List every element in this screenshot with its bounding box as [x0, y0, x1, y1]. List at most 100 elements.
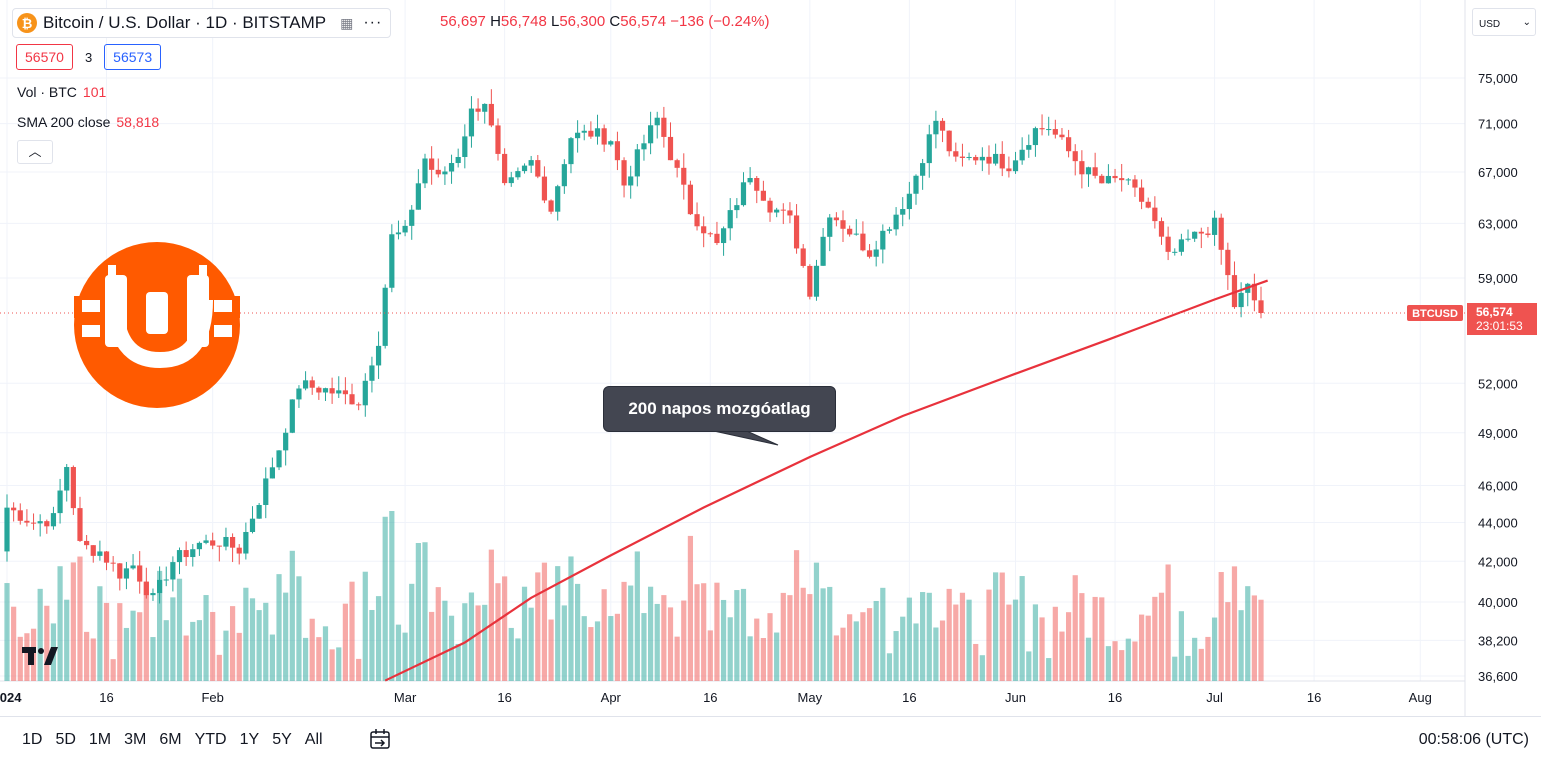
utc-clock[interactable]: 00:58:06 (UTC): [1418, 731, 1529, 748]
candle-body: [236, 547, 242, 554]
volume-bar: [349, 581, 355, 681]
range-6m[interactable]: 6M: [159, 731, 182, 748]
candle-body: [959, 156, 966, 158]
more-icon[interactable]: ···: [363, 14, 383, 31]
candle-body: [1059, 134, 1065, 138]
candle-body: [422, 158, 428, 184]
candle-body: [581, 130, 587, 133]
candle-body: [336, 390, 342, 394]
site-logo-icon-part: [82, 300, 100, 312]
volume-bar: [210, 611, 216, 681]
candle-body: [502, 153, 508, 184]
candle-body: [661, 117, 667, 137]
volume-bar: [714, 582, 720, 681]
volume-bar: [389, 511, 395, 681]
ohlc-readout: 56,697 H56,748 L56,300 C56,574 −136 (−0.…: [440, 13, 770, 30]
volume-legend[interactable]: Vol · BTC 101: [17, 84, 106, 100]
range-1m[interactable]: 1M: [88, 731, 112, 748]
volume-bar: [873, 600, 879, 681]
candle-body: [1039, 128, 1045, 130]
sell-price-button[interactable]: 56570: [16, 44, 73, 70]
range-5d[interactable]: 5D: [55, 731, 76, 748]
volume-bar: [833, 635, 839, 681]
candle-body: [1178, 239, 1184, 252]
volume-bar: [1211, 617, 1218, 681]
candle-body: [628, 176, 634, 186]
candle-body: [70, 467, 76, 509]
candle-body: [1211, 217, 1218, 235]
range-ytd[interactable]: YTD: [194, 731, 227, 748]
candle-body: [369, 365, 375, 381]
candle-body: [256, 504, 262, 519]
date-range-icon[interactable]: [367, 727, 393, 753]
volume-bar: [880, 587, 886, 681]
buy-price-button[interactable]: 56573: [104, 44, 162, 70]
spread-value: 3: [84, 49, 93, 65]
volume-bar: [621, 581, 627, 681]
candle-body: [647, 125, 654, 144]
x-tick-label: 16: [1307, 690, 1321, 705]
sma-legend[interactable]: SMA 200 close 58,818: [17, 114, 159, 130]
candle-body: [402, 225, 408, 233]
candle-body: [760, 190, 766, 201]
volume-bar: [422, 542, 428, 681]
volume-bar: [502, 576, 508, 681]
candle-body: [216, 545, 222, 547]
volume-bar: [886, 653, 893, 681]
compare-icon[interactable]: ▦: [340, 14, 354, 31]
candle-body: [283, 432, 289, 451]
symbol-header[interactable]: ₿ Bitcoin / U.S. Dollar · 1D · BITSTAMP …: [12, 8, 392, 38]
volume-bar: [1198, 648, 1204, 681]
y-tick-label: 63,000: [1478, 216, 1518, 231]
candle-body: [210, 540, 216, 546]
candle-body: [44, 521, 50, 527]
volume-bar: [528, 607, 534, 681]
x-tick-label: Jun: [1005, 690, 1026, 705]
volume-bar: [269, 634, 275, 681]
volume-bar: [760, 638, 766, 681]
candle-body: [1046, 129, 1052, 131]
volume-bar: [196, 620, 203, 681]
price-chart[interactable]: 75,000 71,000 67,000 63,000 59,000 52,000 49,0…: [0, 0, 1541, 716]
volume-bar: [747, 636, 753, 681]
volume-bar: [701, 583, 707, 681]
y-tick-label: 42,000: [1478, 554, 1518, 569]
candle-body: [137, 565, 143, 582]
candle-body: [468, 108, 475, 137]
candle-body: [130, 565, 136, 569]
candle-body: [429, 158, 435, 170]
range-1y[interactable]: 1Y: [239, 731, 260, 748]
volume-bar: [847, 614, 853, 681]
tradingview-logo-icon[interactable]: [20, 643, 60, 669]
volume-bar: [90, 638, 96, 681]
candle-body: [734, 205, 740, 211]
site-logo-icon-part: [146, 292, 168, 334]
range-1d[interactable]: 1D: [22, 731, 43, 748]
volume-bar: [229, 606, 236, 681]
volume-bar: [362, 571, 368, 681]
volume-bar: [249, 598, 256, 681]
volume-bar: [767, 613, 773, 681]
candle-body: [462, 136, 468, 158]
currency-select[interactable]: USD ⌄: [1472, 8, 1536, 36]
x-tick-label: May: [798, 690, 823, 705]
volume-bar: [110, 659, 116, 681]
range-5y[interactable]: 5Y: [272, 731, 292, 748]
volume-bar: [1185, 655, 1191, 681]
volume-bar: [1046, 658, 1052, 681]
volume-bar: [1152, 596, 1158, 681]
collapse-legend-button[interactable]: ︿: [17, 140, 53, 164]
volume-bar: [1138, 614, 1145, 681]
volume-bar: [827, 586, 833, 681]
volume-bar: [853, 621, 859, 681]
volume-bar: [541, 562, 548, 681]
range-all[interactable]: All: [304, 731, 323, 748]
candle-body: [77, 508, 83, 541]
candle-body: [555, 186, 561, 212]
volume-bar: [1125, 638, 1131, 681]
candle-body: [1119, 178, 1125, 181]
range-3m[interactable]: 3M: [124, 731, 147, 748]
candle-body: [774, 209, 780, 213]
volume-bar: [959, 592, 966, 681]
volume-bar: [1145, 615, 1151, 681]
